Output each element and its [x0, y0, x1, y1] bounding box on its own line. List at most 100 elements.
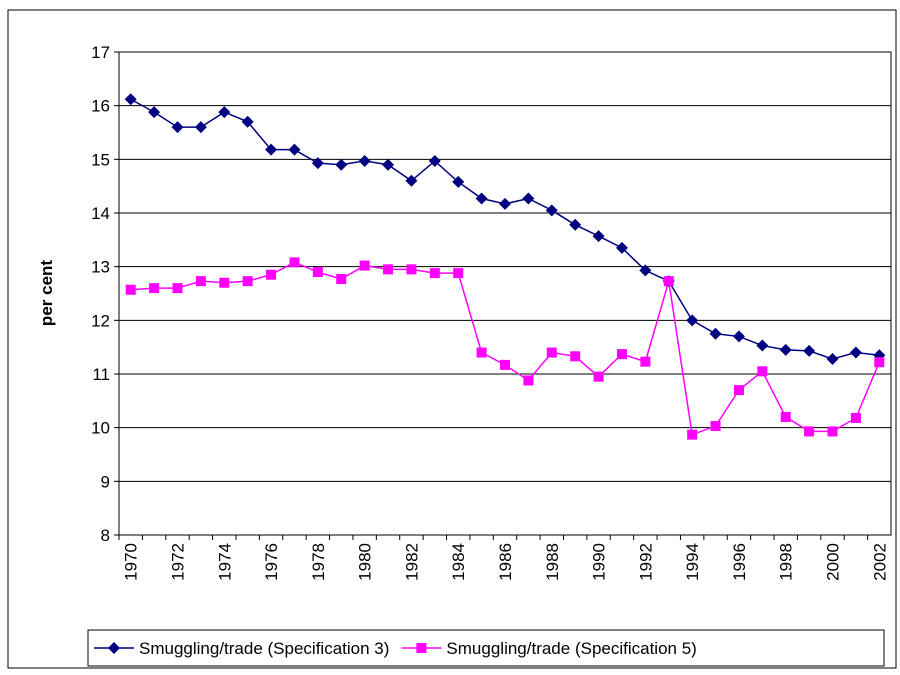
- x-tick-label: 1980: [356, 543, 375, 581]
- point: [172, 283, 183, 294]
- x-tick-label: 2000: [824, 543, 843, 581]
- point: [312, 267, 323, 278]
- point: [289, 257, 300, 268]
- point: [149, 283, 160, 294]
- point: [476, 347, 487, 358]
- point: [499, 197, 511, 210]
- point: [849, 346, 862, 359]
- point: [194, 121, 207, 134]
- x-tick-label: 1976: [262, 543, 281, 581]
- point: [874, 357, 885, 368]
- plot-area: [118, 51, 892, 536]
- point: [687, 429, 698, 440]
- x-tick-label: 1974: [215, 543, 234, 581]
- point: [218, 106, 231, 119]
- point: [779, 343, 792, 356]
- point: [663, 276, 674, 287]
- point: [592, 230, 605, 243]
- y-tick-label: 11: [92, 365, 110, 384]
- point: [148, 106, 161, 119]
- y-tick-label: 13: [91, 258, 110, 277]
- point: [826, 352, 839, 365]
- legend: [87, 629, 885, 667]
- point: [359, 260, 370, 271]
- y-tick-label: 17: [91, 43, 110, 62]
- y-axis-label: per cent: [37, 260, 56, 326]
- point: [709, 327, 722, 340]
- point: [124, 93, 137, 106]
- x-tick-label: 2002: [870, 543, 889, 581]
- x-tick-label: 1998: [777, 543, 796, 581]
- point: [266, 269, 277, 280]
- point: [593, 371, 604, 382]
- point: [615, 241, 628, 254]
- point: [640, 356, 651, 367]
- x-tick-label: 1982: [402, 543, 421, 581]
- point: [569, 218, 582, 231]
- y-tick-label: 15: [91, 150, 110, 169]
- x-tick-label: 1990: [590, 543, 609, 581]
- chart-frame: [7, 9, 897, 669]
- point: [406, 264, 417, 275]
- point: [171, 121, 184, 134]
- point: [616, 349, 627, 360]
- x-tick-label: 1992: [636, 543, 655, 581]
- point: [546, 347, 557, 358]
- x-tick-label: 1996: [730, 543, 749, 581]
- point: [475, 192, 488, 205]
- y-tick-label: 10: [91, 419, 110, 438]
- y-tick-label: 8: [101, 526, 110, 545]
- point: [219, 277, 230, 288]
- point: [780, 411, 791, 422]
- y-tick-label: 16: [91, 97, 110, 116]
- point: [803, 344, 816, 357]
- point: [756, 339, 769, 352]
- point: [311, 157, 324, 170]
- x-tick-label: 1994: [683, 543, 702, 581]
- legend-label: Smuggling/trade (Specification 3): [139, 639, 389, 658]
- point: [545, 204, 558, 217]
- point: [686, 314, 699, 327]
- point: [242, 276, 253, 287]
- point: [288, 143, 301, 156]
- point: [804, 426, 815, 437]
- x-tick-label: 1978: [309, 543, 328, 581]
- x-tick-label: 1972: [168, 543, 187, 581]
- point: [523, 375, 534, 386]
- point: [125, 284, 136, 295]
- point: [733, 385, 744, 396]
- point: [710, 421, 721, 432]
- point: [108, 642, 120, 654]
- point: [416, 643, 427, 653]
- point: [429, 268, 440, 279]
- y-tick-label: 12: [91, 311, 110, 330]
- point: [732, 330, 745, 343]
- point: [452, 175, 465, 188]
- legend-label: Smuggling/trade (Specification 5): [446, 639, 696, 658]
- point: [500, 359, 510, 370]
- point: [335, 158, 348, 171]
- point: [265, 143, 278, 156]
- x-tick-label: 1984: [449, 543, 468, 581]
- x-tick-label: 1988: [543, 543, 562, 581]
- point: [570, 351, 581, 362]
- point: [358, 154, 371, 167]
- point: [827, 426, 838, 437]
- point: [428, 154, 441, 167]
- y-tick-label: 14: [91, 204, 110, 223]
- point: [241, 115, 254, 128]
- point: [382, 158, 395, 171]
- point: [336, 274, 347, 285]
- point: [453, 268, 464, 279]
- point: [405, 174, 418, 187]
- x-tick-label: 1970: [122, 543, 141, 581]
- x-tick-label: 1986: [496, 543, 515, 581]
- point: [383, 264, 394, 275]
- point: [757, 366, 768, 377]
- point: [850, 413, 861, 424]
- point: [195, 276, 206, 287]
- y-tick-label: 9: [101, 472, 110, 491]
- point: [522, 192, 535, 205]
- point: [639, 264, 652, 277]
